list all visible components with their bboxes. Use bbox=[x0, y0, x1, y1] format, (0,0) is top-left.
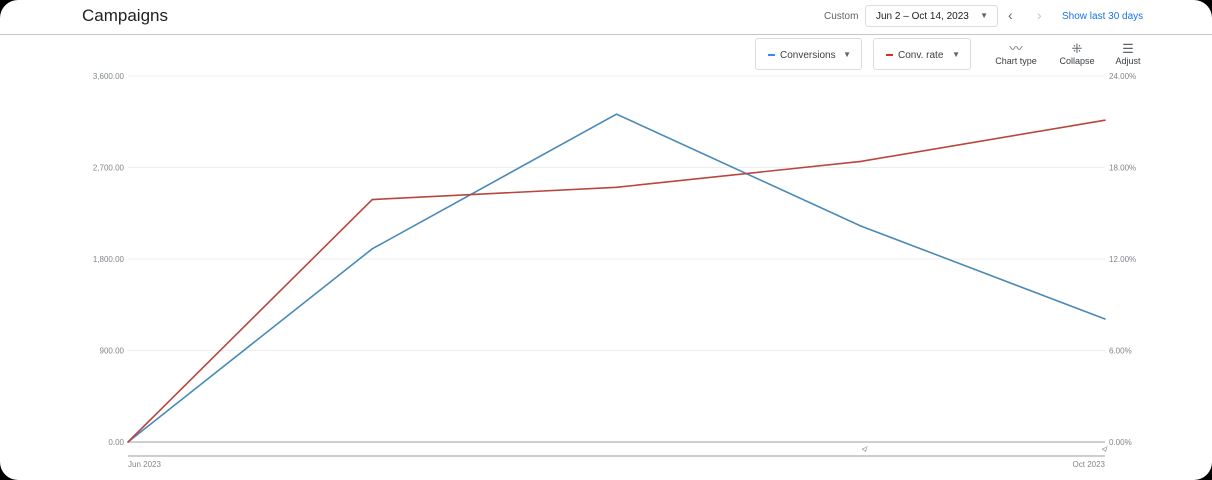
chevron-right-icon[interactable]: › bbox=[1037, 7, 1042, 23]
data-point bbox=[615, 113, 618, 115]
metric-label: Conversions bbox=[780, 50, 836, 61]
caret-down-icon: ▼ bbox=[980, 11, 988, 20]
left-tick-label: 900.00 bbox=[100, 347, 125, 356]
chart-type-button[interactable]: 〰 Chart type bbox=[994, 41, 1038, 67]
caret-down-icon: ▼ bbox=[952, 50, 960, 59]
chevron-left-icon[interactable]: ‹ bbox=[1008, 7, 1013, 23]
range-label: Custom bbox=[824, 11, 859, 22]
metric-selector-conv-rate[interactable]: Conv. rate ▼ bbox=[873, 38, 971, 70]
line-chart-icon: 〰 bbox=[1009, 41, 1023, 56]
data-point bbox=[1104, 318, 1106, 320]
data-point bbox=[615, 186, 618, 189]
x-tick-label: Oct 2023 bbox=[1073, 460, 1106, 469]
left-tick-label: 0.00 bbox=[108, 438, 124, 447]
caret-down-icon: ▼ bbox=[843, 50, 851, 59]
show-last-30-days-link[interactable]: Show last 30 days bbox=[1062, 11, 1144, 22]
left-tick-label: 2,700.00 bbox=[93, 164, 125, 173]
series-line-conv-rate bbox=[127, 119, 1106, 443]
series-line-conversions bbox=[127, 113, 1106, 443]
date-range-picker[interactable]: Jun 2 – Oct 14, 2023 ▼ bbox=[865, 5, 998, 27]
right-tick-label: 0.00% bbox=[1109, 438, 1132, 447]
right-tick-label: 6.00% bbox=[1109, 347, 1132, 356]
tool-label: Collapse bbox=[1059, 56, 1095, 66]
left-tick-label: 3,600.00 bbox=[93, 72, 125, 81]
series-color-swatch bbox=[768, 54, 775, 57]
x-tick-label: Jun 2023 bbox=[128, 460, 161, 469]
data-point bbox=[1104, 119, 1106, 122]
tool-label: Chart type bbox=[995, 56, 1037, 66]
collapse-button[interactable]: ⁜ Collapse bbox=[1058, 41, 1096, 67]
metric-selector-conversions[interactable]: Conversions ▼ bbox=[755, 38, 862, 70]
right-tick-label: 24.00% bbox=[1109, 72, 1136, 81]
metric-label: Conv. rate bbox=[898, 50, 944, 61]
data-point bbox=[127, 441, 129, 443]
adjust-button[interactable]: ☰ Adjust bbox=[1112, 41, 1144, 67]
tool-label: Adjust bbox=[1115, 56, 1141, 66]
data-point bbox=[859, 225, 862, 227]
header: Campaigns Custom Jun 2 – Oct 14, 2023 ▼ ‹… bbox=[0, 0, 1212, 35]
annotation-marker-icon: ≮ bbox=[1102, 445, 1109, 454]
data-point bbox=[859, 160, 862, 163]
date-range-value: Jun 2 – Oct 14, 2023 bbox=[876, 11, 969, 22]
right-tick-label: 18.00% bbox=[1109, 164, 1136, 173]
right-tick-label: 12.00% bbox=[1109, 255, 1136, 264]
sliders-icon: ☰ bbox=[1122, 41, 1134, 56]
annotation-marker-icon: ≮ bbox=[862, 445, 869, 454]
page-title: Campaigns bbox=[82, 6, 168, 25]
series-color-swatch bbox=[886, 54, 893, 57]
data-point bbox=[371, 248, 374, 250]
data-point bbox=[371, 198, 374, 201]
collapse-icon: ⁜ bbox=[1071, 41, 1083, 56]
left-tick-label: 1,800.00 bbox=[93, 255, 125, 264]
